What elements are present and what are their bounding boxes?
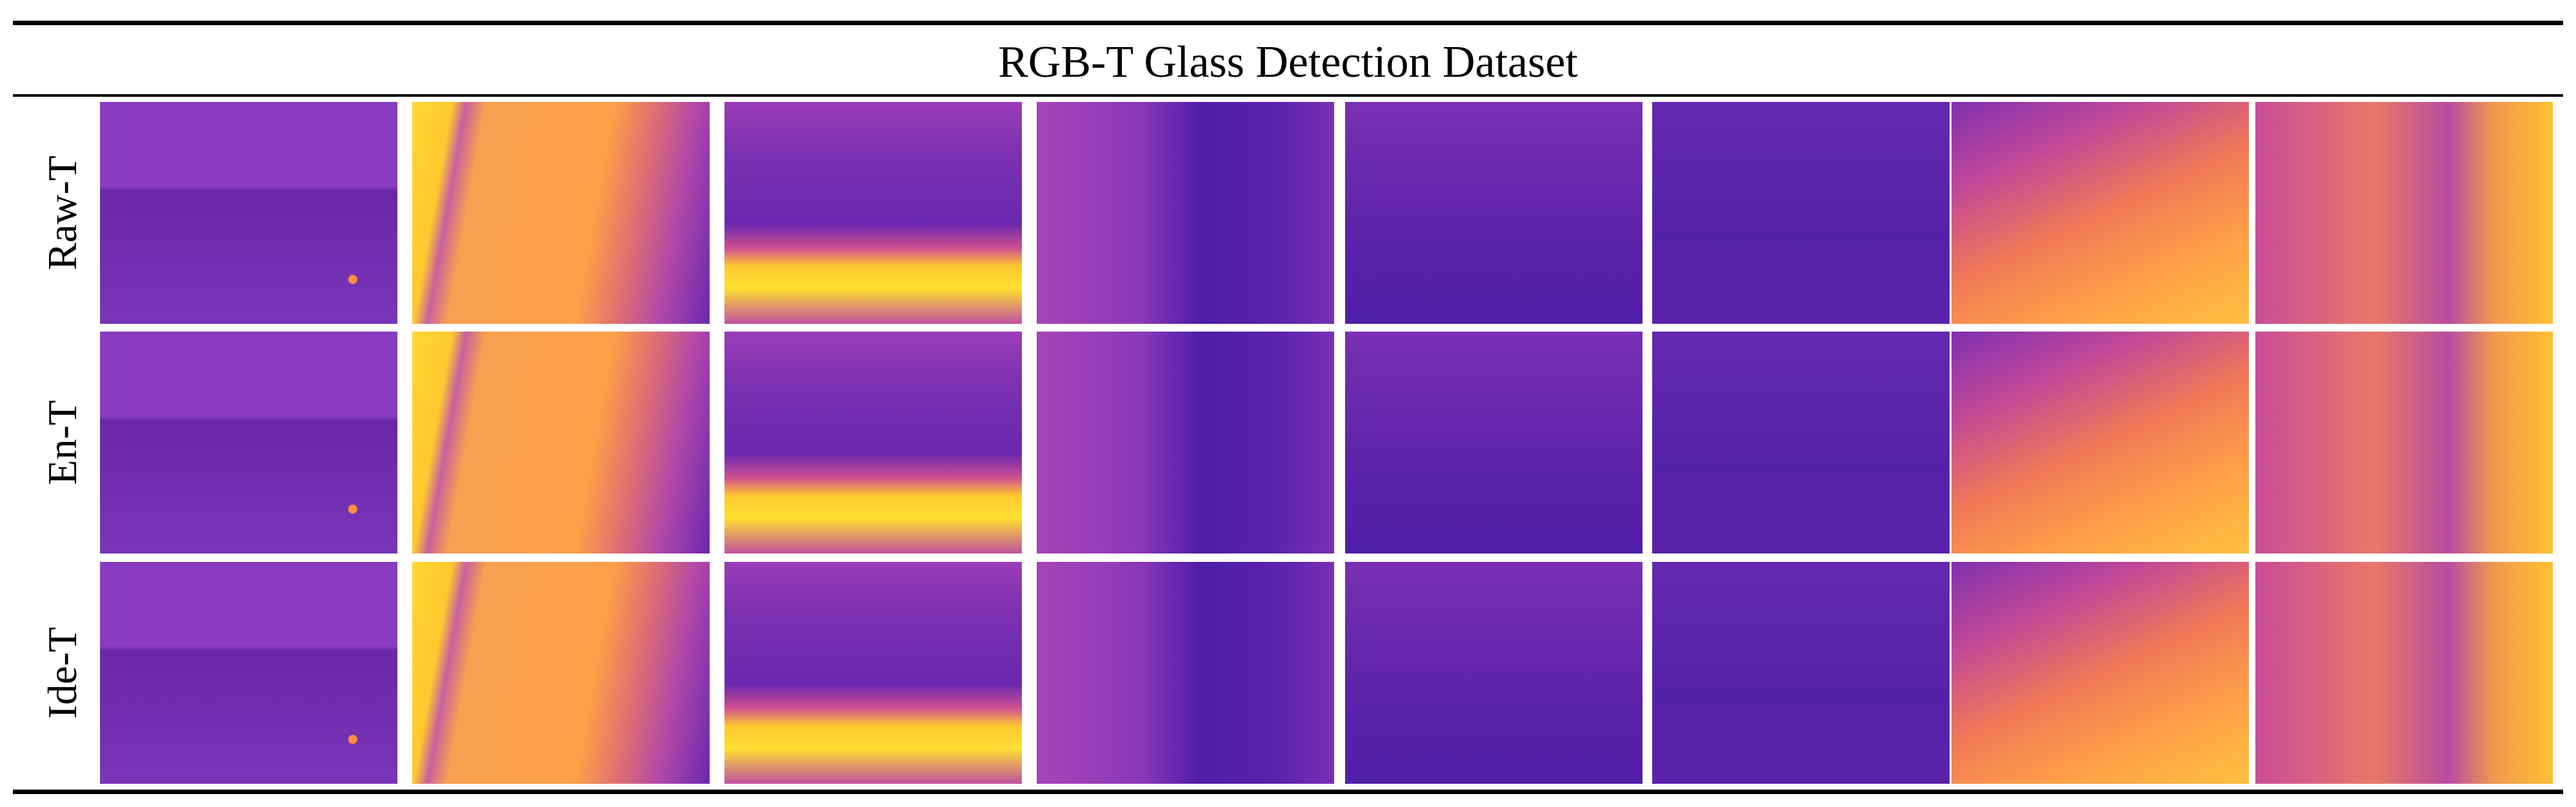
top-rule bbox=[13, 21, 2563, 25]
thermal-image bbox=[1952, 332, 2249, 553]
thermal-image bbox=[412, 102, 710, 324]
thermal-image bbox=[1652, 102, 1950, 324]
thermal-image bbox=[100, 102, 397, 324]
header-rule bbox=[13, 94, 2563, 97]
thermal-image bbox=[1652, 562, 1950, 784]
figure-title: RGB-T Glass Detection Dataset bbox=[998, 37, 1578, 87]
thermal-image bbox=[2255, 332, 2553, 553]
thermal-image bbox=[1037, 562, 1334, 784]
thermal-image bbox=[1952, 562, 2249, 784]
thermal-image bbox=[1652, 332, 1950, 553]
thermal-image bbox=[1952, 102, 2249, 324]
thermal-image bbox=[412, 332, 710, 553]
thermal-image bbox=[412, 562, 710, 784]
thermal-image bbox=[2255, 562, 2553, 784]
thermal-image bbox=[1037, 102, 1334, 324]
bottom-rule bbox=[13, 790, 2563, 794]
thermal-image bbox=[2255, 102, 2553, 324]
row-label: En-T bbox=[39, 400, 85, 485]
thermal-image bbox=[100, 332, 397, 553]
thermal-image bbox=[1345, 332, 1642, 553]
thermal-image bbox=[724, 562, 1022, 784]
thermal-image bbox=[1037, 332, 1334, 553]
thermal-image bbox=[724, 332, 1022, 553]
thermal-image bbox=[100, 562, 397, 784]
thermal-image bbox=[1345, 102, 1642, 324]
thermal-image bbox=[724, 102, 1022, 324]
row-label: Raw-T bbox=[39, 155, 85, 270]
row-label: Ide-T bbox=[39, 626, 85, 719]
thermal-image bbox=[1345, 562, 1642, 784]
